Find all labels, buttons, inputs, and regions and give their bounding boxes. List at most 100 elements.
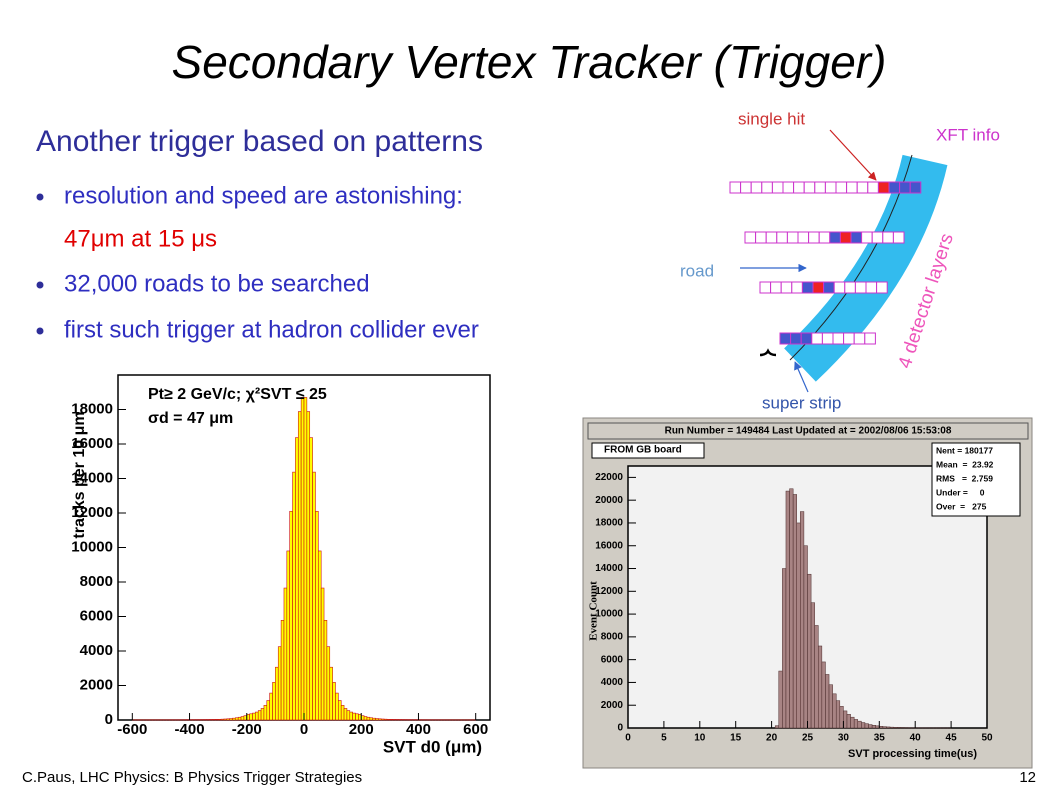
- bar: [257, 710, 262, 721]
- bar: [389, 719, 394, 721]
- strip: [790, 332, 802, 345]
- bar: [335, 692, 339, 721]
- bar: [864, 723, 869, 729]
- x-tick-label: 10: [694, 733, 706, 744]
- strip: [853, 332, 866, 345]
- bar: [289, 510, 293, 721]
- bar: [320, 587, 325, 721]
- strip: [829, 231, 841, 244]
- bar: [375, 718, 379, 721]
- bar: [366, 716, 371, 721]
- bar: [380, 718, 385, 721]
- x-tick-label: -200: [232, 721, 262, 738]
- bar: [220, 718, 225, 721]
- legend-box: [591, 442, 705, 459]
- strip: [771, 181, 784, 194]
- stats-line: Under = 0: [936, 487, 985, 497]
- y-axis-label: Event Count: [588, 581, 600, 641]
- strip: [782, 181, 795, 194]
- bar: [312, 471, 316, 721]
- y-tick-label: 16000: [71, 435, 113, 452]
- bar: [843, 710, 848, 729]
- chart-title: Run Number = 149484 Last Updated at = 20…: [665, 426, 952, 437]
- bar: [260, 708, 265, 721]
- label-single-hit: single hit: [738, 109, 805, 128]
- bar: [255, 711, 259, 721]
- bar: [386, 719, 391, 721]
- strip: [871, 231, 884, 244]
- bar: [807, 573, 812, 729]
- bullet: resolution and speed are astonishing:: [64, 182, 463, 209]
- strip: [740, 181, 752, 194]
- bar: [789, 488, 794, 729]
- strip: [770, 281, 782, 294]
- bar: [886, 726, 891, 729]
- x-tick-label: 25: [802, 733, 814, 744]
- strip: [801, 281, 814, 294]
- bar: [306, 411, 311, 721]
- y-tick-label: 6000: [601, 654, 624, 665]
- strip: [744, 231, 757, 244]
- bar: [782, 568, 787, 729]
- bar: [212, 719, 216, 721]
- bar: [774, 725, 780, 729]
- bar: [803, 545, 808, 729]
- arrow: [794, 361, 809, 393]
- bar: [861, 722, 866, 729]
- bullet: 32,000 roads to be searched: [64, 270, 370, 297]
- y-tick-label: 18000: [595, 518, 623, 529]
- bar: [796, 522, 801, 729]
- strip: [803, 181, 816, 194]
- strip: [800, 332, 813, 345]
- bar: [792, 494, 797, 729]
- x-tick-label: 20: [766, 733, 778, 744]
- x-tick-label: 200: [349, 721, 374, 738]
- x-tick-label: 40: [910, 733, 922, 744]
- stats-line: RMS = 2.759: [936, 473, 993, 483]
- strip: [779, 332, 792, 345]
- strip: [759, 281, 772, 294]
- bar: [338, 700, 342, 721]
- bar: [785, 490, 790, 729]
- strip: [750, 181, 763, 194]
- bar: [882, 726, 887, 729]
- bar: [323, 619, 328, 721]
- charts: -600 -400 -200 0 200 400 600020004000600080001…: [71, 374, 1033, 769]
- x-tick-label: 5: [661, 733, 667, 744]
- bar: [326, 646, 331, 721]
- bar: [315, 510, 319, 721]
- y-tick-label: 8000: [601, 632, 624, 643]
- y-tick-label: 22000: [595, 472, 623, 483]
- bar: [318, 550, 322, 721]
- stats-line: Over = 275: [936, 501, 987, 511]
- strip: [765, 231, 778, 244]
- y-tick-label: 16000: [595, 540, 623, 551]
- x-tick-label: 0: [625, 733, 631, 744]
- y-tick-label: 8000: [80, 573, 113, 590]
- bar: [363, 716, 368, 721]
- bar: [235, 717, 239, 721]
- bar: [383, 718, 388, 721]
- bar: [237, 716, 242, 721]
- bar: [229, 718, 233, 721]
- y-tick-label: 6000: [80, 607, 113, 624]
- x-axis-label: SVT processing time(us): [848, 748, 977, 760]
- x-tick-label: 45: [946, 733, 958, 744]
- chart: 0 5 10 15 20 25 30 35 40 45 50 0 2000 4000 6000 8000 100…: [582, 417, 1033, 769]
- bar: [352, 712, 356, 721]
- strip: [793, 181, 805, 194]
- strip: [818, 231, 831, 244]
- bar: [828, 684, 833, 729]
- strip: [780, 281, 793, 294]
- y-tick-label: 0: [617, 723, 623, 734]
- bar: [392, 719, 396, 721]
- chart: -600 -400 -200 0 200 400 600020004000600080001…: [71, 374, 491, 756]
- strip: [909, 181, 922, 194]
- bar: [835, 700, 841, 729]
- annotation: σd = 47 μm: [148, 410, 233, 427]
- strip: [824, 181, 837, 194]
- bar: [868, 724, 873, 729]
- bar: [252, 712, 256, 721]
- strip: [761, 181, 773, 194]
